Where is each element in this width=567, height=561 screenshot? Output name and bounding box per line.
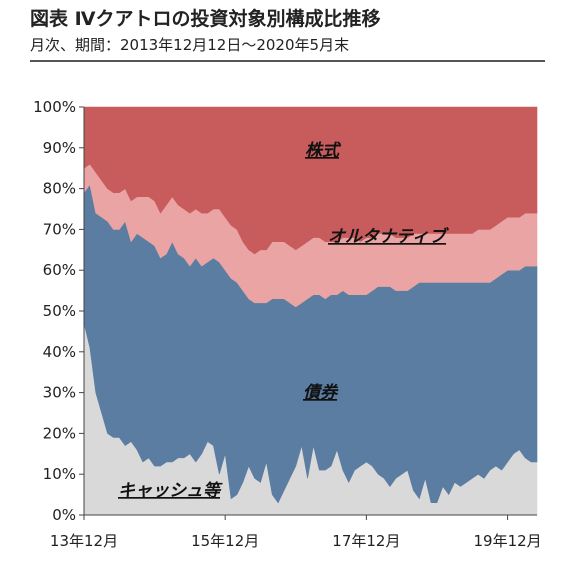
annotations: 株式 オルタナティブ 債券 キャッシュ等 <box>118 141 449 501</box>
x-tick-label: 15年12月 <box>191 532 259 550</box>
x-tick-label: 17年12月 <box>332 532 400 550</box>
y-tick-label: 30% <box>43 384 76 402</box>
y-tick-label: 20% <box>43 424 76 442</box>
x-tick-label: 19年12月 <box>473 532 541 550</box>
annotation-cash: キャッシュ等 <box>118 481 223 501</box>
annotation-equity: 株式 <box>305 141 342 161</box>
axes: 0% 10% 20% 30% 40% 50% 60% 70% 80% 90% 100% 13年12月 1… <box>33 98 542 550</box>
annotation-bond: 債券 <box>303 383 339 403</box>
chart-subtitle: 月次、期間：2013年12月12日～2020年5月末 <box>30 36 350 54</box>
x-tick-label: 13年12月 <box>50 532 118 550</box>
annotation-alternative: オルタナティブ <box>328 227 449 247</box>
y-tick-label: 60% <box>43 261 76 279</box>
y-tick-label: 90% <box>43 139 76 157</box>
area-series-3 <box>83 106 538 255</box>
y-tick-label: 0% <box>52 506 76 524</box>
chart-title: 図表 Ⅳクアトロの投資対象別構成比推移 <box>30 8 381 30</box>
area-layers <box>83 106 538 516</box>
y-tick-label: 40% <box>43 343 76 361</box>
y-tick-label: 80% <box>43 180 76 198</box>
title-rule <box>30 60 545 62</box>
y-tick-label: 50% <box>43 302 76 320</box>
y-tick-label: 100% <box>33 98 76 116</box>
y-tick-label: 70% <box>43 220 76 238</box>
y-tick-label: 10% <box>43 465 76 483</box>
